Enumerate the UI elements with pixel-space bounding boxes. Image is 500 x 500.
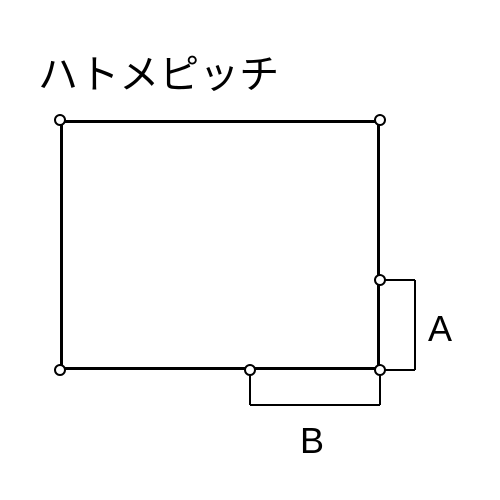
grommet-5	[374, 274, 386, 286]
grommet-0	[54, 114, 66, 126]
grommet-3	[374, 364, 386, 376]
dim-a-tick-bottom	[385, 369, 415, 371]
dim-a-label: A	[428, 308, 452, 350]
grommet-4	[244, 364, 256, 376]
grommet-1	[374, 114, 386, 126]
dim-a-tick-top	[385, 279, 415, 281]
dim-b-line	[250, 404, 380, 406]
dim-b-tick-left	[249, 375, 251, 405]
grommet-2	[54, 364, 66, 376]
dim-a-line	[414, 280, 416, 370]
dim-b-tick-right	[379, 375, 381, 405]
dim-b-label: B	[300, 420, 324, 462]
sheet-panel	[60, 120, 380, 370]
diagram-title: ハトメピッチ	[38, 42, 279, 100]
diagram-canvas: ハトメピッチ A B	[0, 0, 500, 500]
